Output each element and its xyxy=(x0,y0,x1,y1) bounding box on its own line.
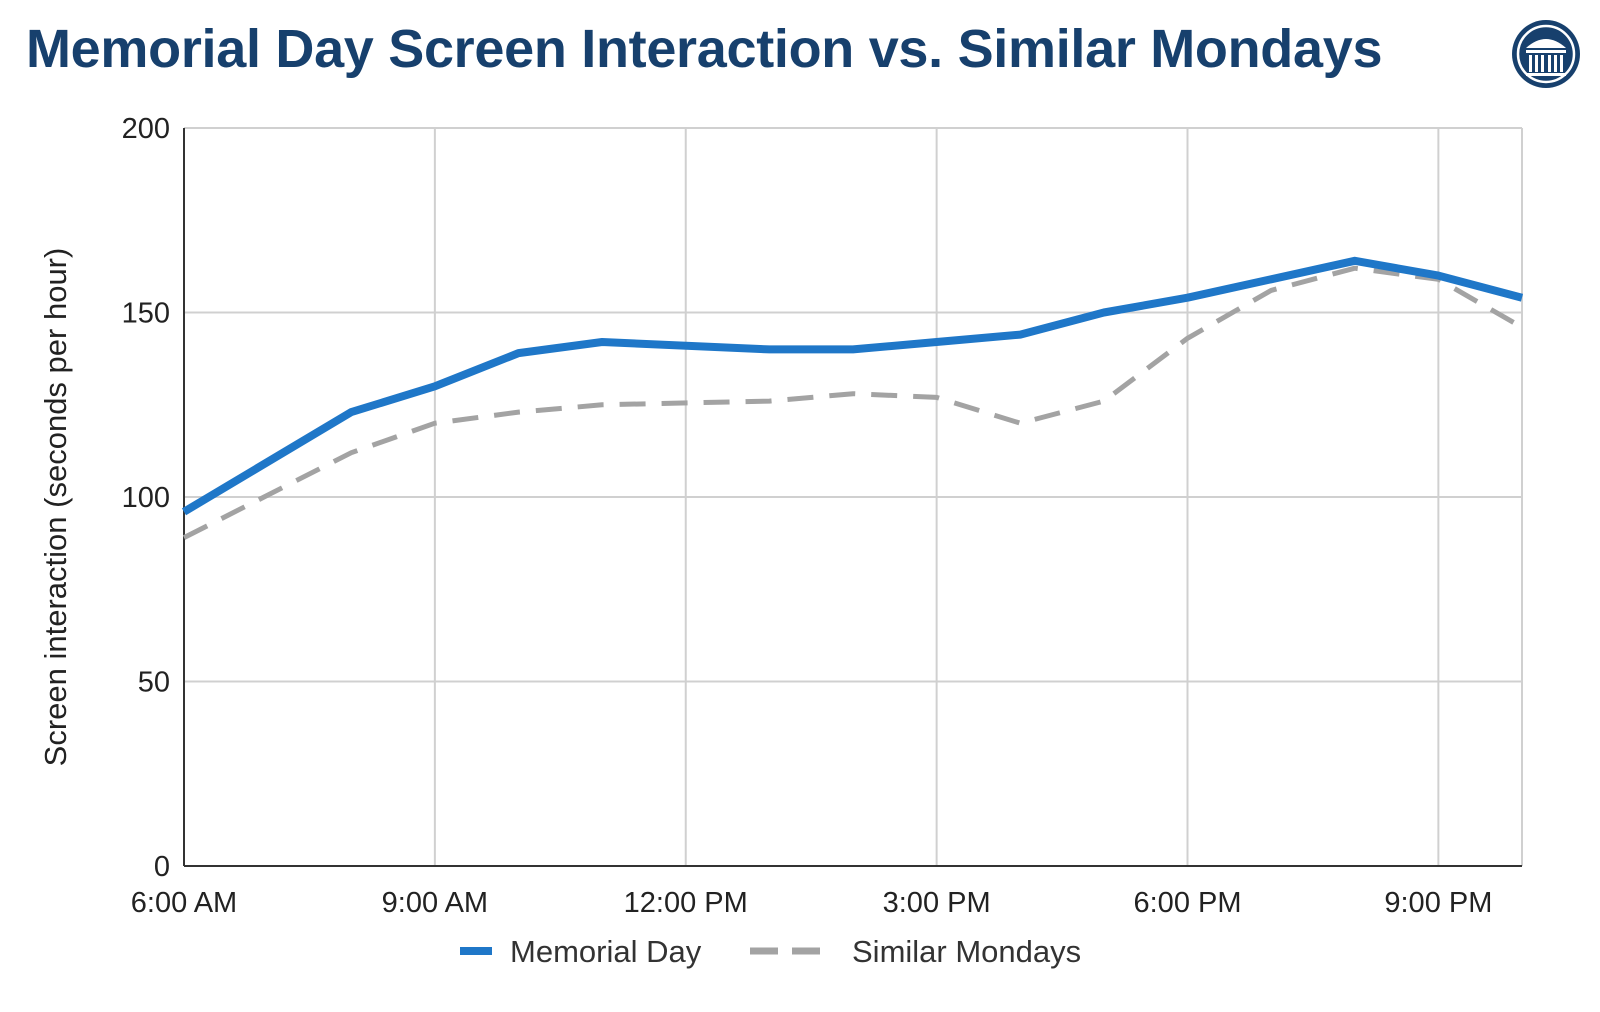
x-tick-label: 12:00 PM xyxy=(624,887,748,919)
x-tick-label: 9:00 PM xyxy=(1384,887,1492,919)
y-tick-label: 200 xyxy=(122,113,170,145)
axes xyxy=(183,128,1522,867)
chart-title: Memorial Day Screen Interaction vs. Simi… xyxy=(26,19,1383,79)
y-tick-label: 100 xyxy=(122,482,170,514)
legend-label-similar-mondays: Similar Mondays xyxy=(852,934,1081,969)
y-tick-labels: 0 50 100 150 200 xyxy=(122,113,170,883)
y-axis-title: Screen interaction (seconds per hour) xyxy=(38,248,73,767)
x-tick-labels: 6:00 AM 9:00 AM 12:00 PM 3:00 PM 6:00 PM 9:00… xyxy=(131,887,1493,919)
gridlines xyxy=(183,127,1523,866)
institution-columns-icon xyxy=(1512,20,1580,88)
series-line-similar-mondays xyxy=(182,265,1524,540)
x-tick-label: 6:00 AM xyxy=(131,887,237,919)
x-tick-label: 3:00 PM xyxy=(883,887,991,919)
legend: Memorial Day Similar Mondays xyxy=(460,934,1081,969)
y-tick-label: 0 xyxy=(154,851,170,883)
series-lines xyxy=(181,256,1524,540)
x-tick-label: 9:00 AM xyxy=(382,887,488,919)
series-line-memorial-day xyxy=(181,256,1524,516)
y-tick-label: 50 xyxy=(138,667,170,699)
legend-label-memorial-day: Memorial Day xyxy=(510,934,702,969)
x-tick-label: 6:00 PM xyxy=(1134,887,1242,919)
y-tick-label: 150 xyxy=(122,298,170,330)
